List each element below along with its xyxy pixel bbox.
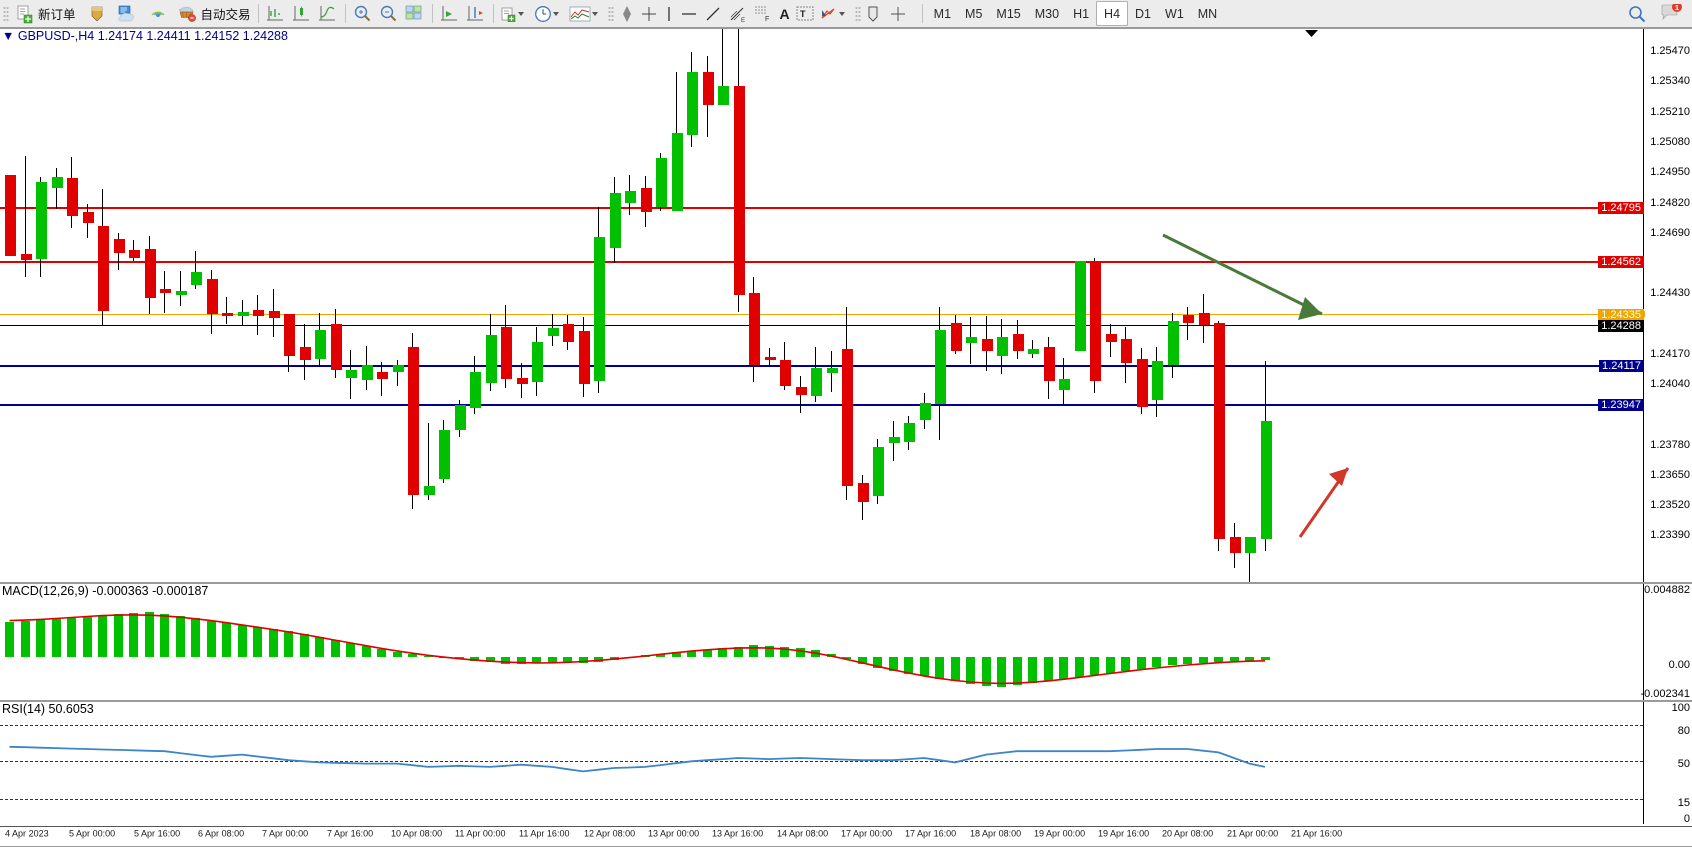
svg-text:T: T: [800, 9, 806, 19]
svg-text:F: F: [765, 16, 769, 23]
svg-text:1: 1: [1675, 4, 1679, 12]
svg-text:E: E: [741, 18, 745, 23]
